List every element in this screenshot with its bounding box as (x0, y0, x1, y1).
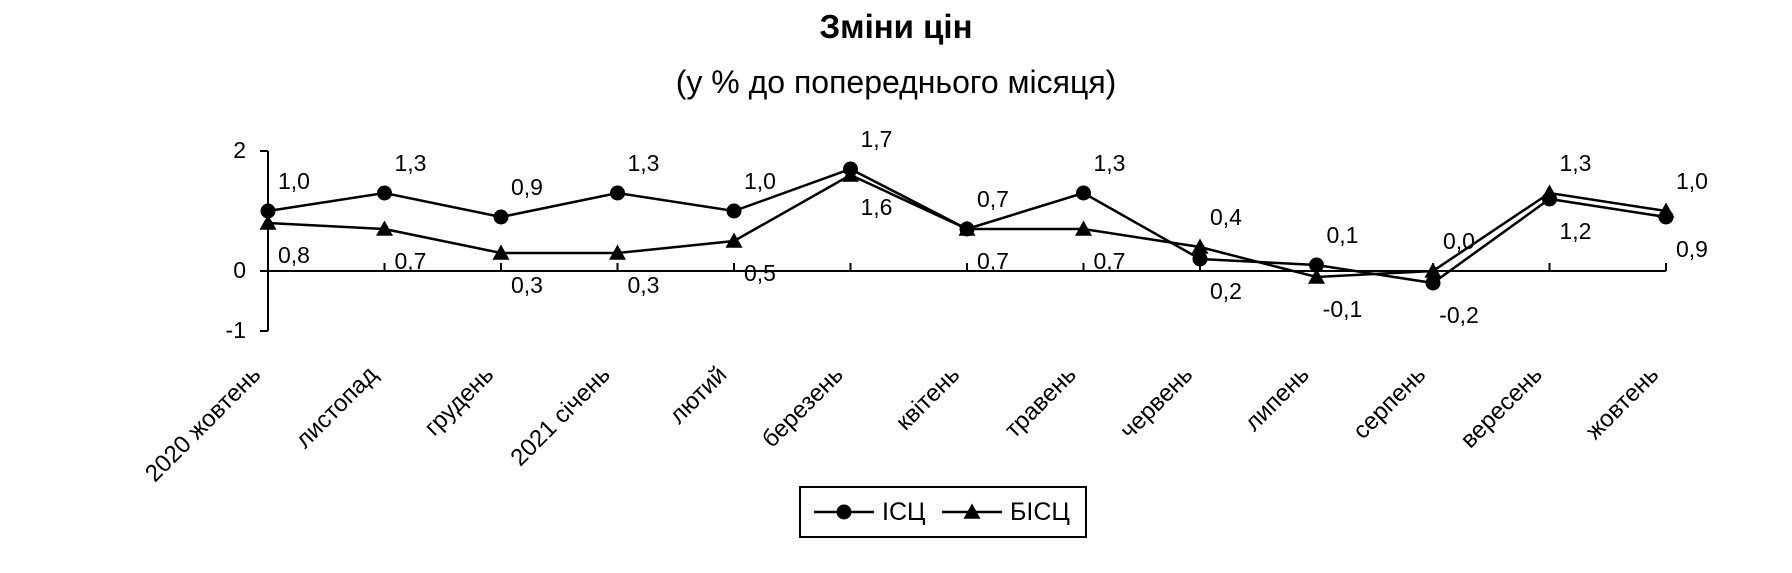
chart-title: Зміни цін (819, 8, 973, 45)
x-tick-label: 2021 січень (505, 361, 615, 471)
data-point-bisc (842, 166, 859, 182)
x-tick-label: жовтень (1580, 361, 1664, 445)
chart-subtitle: (у % до попереднього місяця) (675, 64, 1117, 100)
data-point-bisc (492, 244, 510, 260)
data-point-bisc (725, 232, 743, 248)
data-point-isc (610, 185, 625, 201)
data-label: -0,2 (1439, 302, 1479, 328)
data-point-isc (1076, 185, 1091, 201)
data-label: 0,5 (744, 260, 776, 286)
data-point-isc (377, 185, 392, 201)
x-tick-label: 2020 жовтень (140, 361, 266, 487)
data-point-bisc (1541, 184, 1558, 200)
legend-label-isc: ІСЦ (882, 498, 926, 526)
x-tick-label: червень (1115, 361, 1198, 444)
data-label: 0,3 (628, 272, 660, 298)
legend-marker-bisc (963, 503, 981, 519)
data-label: 1,0 (1676, 168, 1708, 194)
data-label: 0,8 (278, 242, 310, 268)
data-label: 1,3 (1560, 150, 1592, 176)
data-label: 0,7 (395, 248, 427, 274)
data-label: 1,7 (861, 126, 893, 152)
data-point-isc (493, 209, 509, 225)
data-point-isc (726, 203, 742, 219)
data-point-bisc (1424, 262, 1442, 278)
data-point-bisc (1075, 220, 1092, 236)
data-point-isc (1425, 275, 1441, 291)
data-point-bisc (1308, 268, 1325, 284)
data-point-bisc (259, 214, 277, 230)
data-point-bisc (958, 220, 976, 236)
data-label: 0,1 (1327, 222, 1359, 248)
x-tick-label: лютий (664, 361, 732, 429)
data-label: 0,7 (977, 186, 1009, 212)
legend-label-bisc: БІСЦ (1010, 498, 1070, 526)
data-label: -0,1 (1323, 296, 1363, 322)
y-tick-label: -1 (226, 317, 246, 343)
x-tick-label: травень (1000, 361, 1082, 443)
data-point-isc (1192, 251, 1208, 267)
data-label: 0,7 (1094, 248, 1126, 274)
x-tick-label: серпень (1348, 361, 1431, 444)
legend-marker-isc (836, 504, 852, 520)
data-label: 0,9 (1676, 236, 1708, 262)
y-tick-label: 2 (233, 137, 246, 163)
x-tick-label: березень (757, 361, 849, 453)
data-label: 0,2 (1210, 278, 1242, 304)
data-label: 0,0 (1443, 228, 1475, 254)
data-point-isc (260, 203, 276, 219)
data-label: 0,7 (977, 248, 1009, 274)
x-tick-label: квітень (891, 361, 966, 436)
data-label: 1,3 (628, 150, 660, 176)
data-point-bisc (1657, 202, 1675, 218)
data-label: 0,9 (511, 174, 543, 200)
x-tick-label: грудень (419, 361, 499, 441)
data-point-bisc (376, 220, 393, 236)
data-point-bisc (1191, 238, 1209, 254)
data-label: 1,3 (395, 150, 427, 176)
data-label: 0,4 (1210, 204, 1242, 230)
x-tick-label: липень (1239, 361, 1314, 436)
data-label: 0,3 (511, 272, 543, 298)
data-point-bisc (609, 244, 626, 260)
data-label: 1,2 (1560, 218, 1592, 244)
x-tick-label: вересень (1455, 361, 1547, 453)
data-label: 1,3 (1094, 150, 1126, 176)
data-label: 1,0 (278, 168, 310, 194)
x-tick-label: листопад (290, 361, 383, 454)
data-label: 1,0 (744, 168, 776, 194)
data-label: 1,6 (861, 194, 893, 220)
data-point-isc (1309, 257, 1324, 273)
y-tick-label: 0 (233, 257, 246, 283)
